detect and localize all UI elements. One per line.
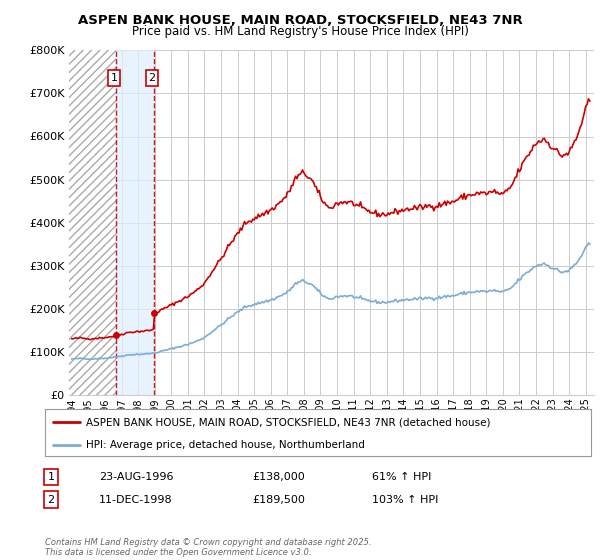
Text: 1: 1 xyxy=(47,472,55,482)
Text: ASPEN BANK HOUSE, MAIN ROAD, STOCKSFIELD, NE43 7NR: ASPEN BANK HOUSE, MAIN ROAD, STOCKSFIELD… xyxy=(77,14,523,27)
Bar xyxy=(116,50,154,395)
Text: £189,500: £189,500 xyxy=(252,494,305,505)
Text: 2: 2 xyxy=(148,73,155,83)
Text: 103% ↑ HPI: 103% ↑ HPI xyxy=(372,494,439,505)
Text: 61% ↑ HPI: 61% ↑ HPI xyxy=(372,472,431,482)
Text: Contains HM Land Registry data © Crown copyright and database right 2025.
This d: Contains HM Land Registry data © Crown c… xyxy=(45,538,371,557)
Text: £138,000: £138,000 xyxy=(252,472,305,482)
Text: Price paid vs. HM Land Registry's House Price Index (HPI): Price paid vs. HM Land Registry's House … xyxy=(131,25,469,38)
Text: 23-AUG-1996: 23-AUG-1996 xyxy=(99,472,173,482)
Text: ASPEN BANK HOUSE, MAIN ROAD, STOCKSFIELD, NE43 7NR (detached house): ASPEN BANK HOUSE, MAIN ROAD, STOCKSFIELD… xyxy=(86,417,490,427)
Text: 2: 2 xyxy=(47,494,55,505)
Text: 1: 1 xyxy=(110,73,118,83)
Text: 11-DEC-1998: 11-DEC-1998 xyxy=(99,494,173,505)
Bar xyxy=(69,50,116,395)
Text: HPI: Average price, detached house, Northumberland: HPI: Average price, detached house, Nort… xyxy=(86,440,365,450)
